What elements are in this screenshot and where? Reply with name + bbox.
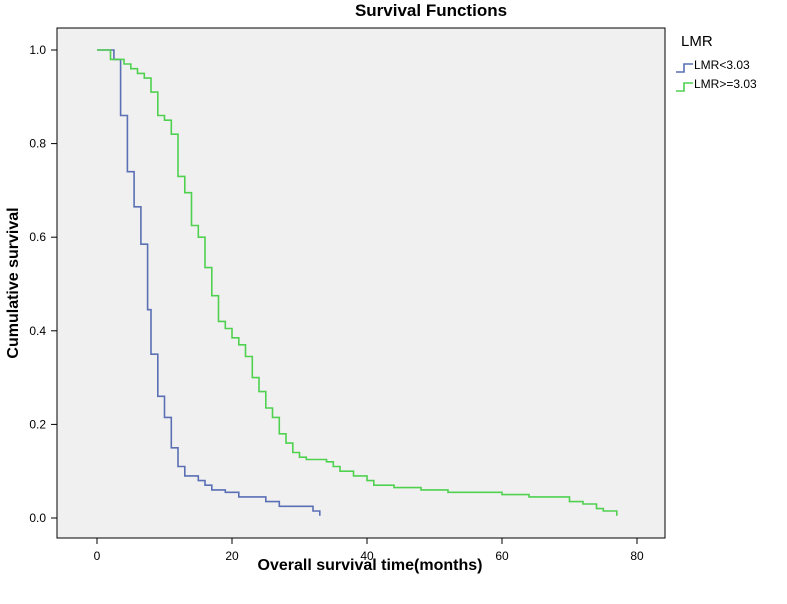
legend-label-2: LMR>=3.03	[694, 77, 757, 91]
y-tick-label: 1.0	[29, 43, 46, 57]
series-line-2	[97, 49, 618, 516]
x-tick-label: 20	[225, 549, 239, 563]
x-tick-label: 40	[360, 549, 374, 563]
y-tick-label: 0.8	[29, 137, 46, 151]
legend: LMR<3.03 LMR>=3.03	[676, 58, 757, 92]
series-line-1	[97, 49, 321, 516]
y-tick-label: 0.6	[29, 230, 46, 244]
series-group	[97, 49, 618, 516]
legend-label-1: LMR<3.03	[694, 58, 750, 72]
x-axis-title: Overall survival time(months)	[258, 557, 483, 574]
legend-title: LMR	[681, 33, 713, 50]
x-tick-label: 60	[495, 549, 509, 563]
y-tick-label: 0.0	[29, 511, 46, 525]
x-tick-label: 0	[94, 549, 101, 563]
y-tick-label: 0.2	[29, 417, 46, 431]
legend-swatch-2	[676, 82, 693, 92]
y-axis-title: Cumulative survival	[5, 207, 22, 358]
x-tick-label: 80	[630, 549, 644, 563]
axis-ticks: 0 20 40 60 80 0.0 0.2 0.4 0.6 0.8 1.0	[29, 43, 644, 563]
legend-swatch-1	[676, 63, 693, 73]
chart-title: Survival Functions	[355, 1, 507, 20]
y-tick-label: 0.4	[29, 324, 46, 338]
